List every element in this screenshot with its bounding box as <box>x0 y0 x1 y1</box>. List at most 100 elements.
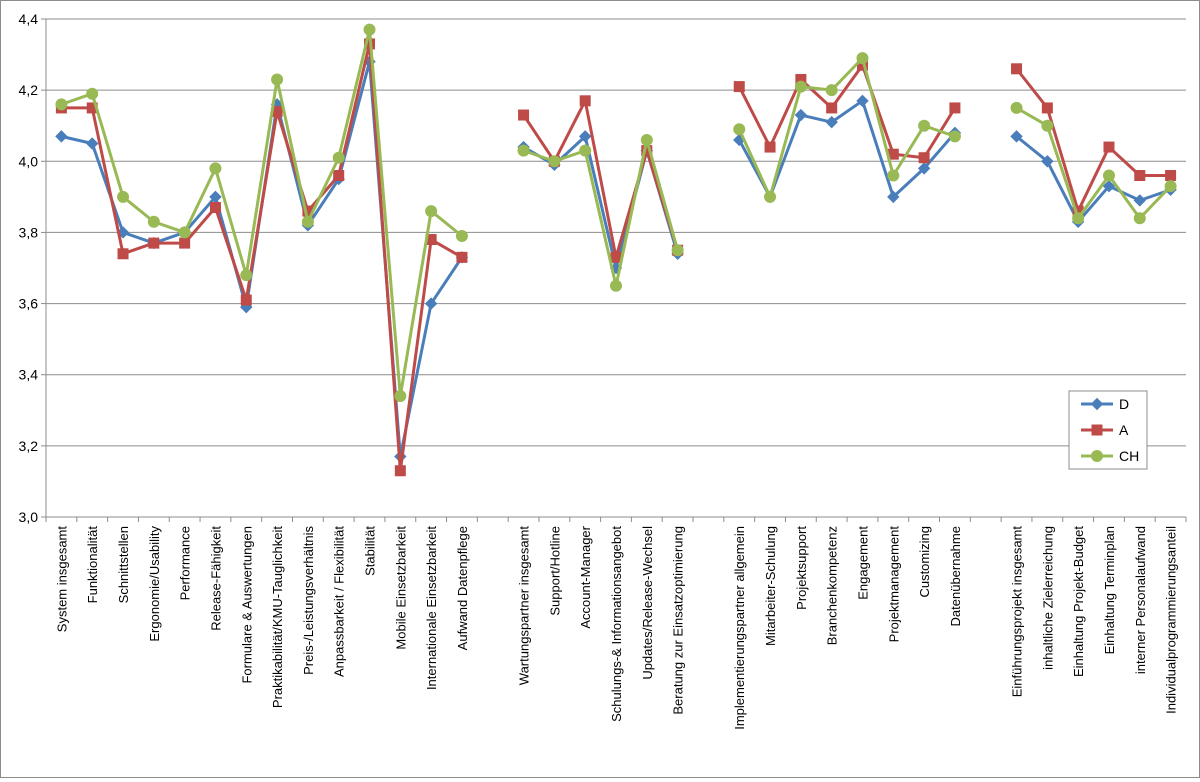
data-point <box>917 162 931 175</box>
y-tick-label: 3,8 <box>19 224 39 240</box>
x-tick-label: Praktikabilität/KMU-Tauglichkeit <box>270 526 285 708</box>
legend-label: D <box>1119 396 1129 412</box>
series-line <box>1015 106 1172 220</box>
data-point <box>949 102 961 114</box>
x-tick-label: Einführungsprojekt insgesamt <box>1010 526 1025 698</box>
data-point <box>579 95 591 107</box>
data-point <box>671 244 684 257</box>
data-point <box>825 115 838 129</box>
data-point <box>794 80 807 93</box>
data-point <box>1134 170 1146 182</box>
x-tick-label: System insgesamt <box>54 526 69 633</box>
x-tick-label: Account-Manager <box>578 525 593 628</box>
x-tick-label: Updates/Release-Wechsel <box>640 526 655 680</box>
data-point <box>1165 170 1177 182</box>
x-tick-label: Individualprogrammierungsanteil <box>1164 526 1179 714</box>
series-line <box>60 28 463 398</box>
data-point <box>1133 212 1146 225</box>
y-tick-label: 3,2 <box>19 438 39 454</box>
series-ch <box>55 23 1177 403</box>
x-tick-label: Formulare & Auswertungen <box>239 526 254 684</box>
data-point <box>86 87 99 100</box>
data-point <box>240 294 252 306</box>
x-tick-label: Schnittstellen <box>116 526 131 603</box>
data-point <box>117 248 129 260</box>
data-point <box>640 133 653 146</box>
data-point <box>363 23 376 36</box>
x-tick-label: Beratung zur Einsatzoptimierung <box>671 526 686 715</box>
x-tick-label: Preis-/Leistungsverhältnis <box>301 526 316 675</box>
data-point <box>1041 119 1054 132</box>
data-point <box>178 226 191 239</box>
series-line <box>737 56 956 199</box>
x-tick-label: Datenübernahme <box>948 526 963 626</box>
data-point <box>764 190 777 203</box>
data-point <box>240 269 253 282</box>
x-tick-label: Aufwand Datenpflege <box>455 526 470 650</box>
data-point <box>394 390 407 403</box>
x-tick-label: Stabilität <box>363 526 378 576</box>
data-point <box>394 465 406 477</box>
data-point <box>610 251 622 263</box>
data-point <box>794 108 808 122</box>
x-tick-label: Mobile Einsetzbarkeit <box>393 526 408 650</box>
data-point <box>425 205 438 218</box>
data-point <box>332 151 345 164</box>
x-tick-label: Einhaltung Terminplan <box>1102 526 1117 654</box>
data-point <box>147 215 160 228</box>
x-tick-label: Support/Hotline <box>547 526 562 616</box>
data-point <box>825 84 838 97</box>
x-tick-label: Schulungs-& Informationsangebot <box>609 526 624 722</box>
data-point <box>424 297 438 310</box>
y-tick-label: 3,6 <box>19 296 39 312</box>
series-a <box>55 38 1177 477</box>
data-point <box>333 170 345 182</box>
data-point <box>301 215 314 228</box>
x-tick-label: interner Personalaufwand <box>1133 526 1148 674</box>
x-tick-label: Anpassbarkeit / Flexibilität <box>332 526 347 677</box>
data-point <box>1164 180 1177 193</box>
data-point <box>86 137 99 150</box>
axis-layer: 3,0 3,2 3,4 3,6 3,8 4,0 4,2 4,4 System insgesamt… <box>19 11 1187 730</box>
data-point <box>517 144 530 157</box>
series-line <box>1015 135 1172 224</box>
data-point <box>887 169 900 182</box>
data-point <box>1103 141 1115 153</box>
data-point <box>733 123 746 136</box>
legend-label: A <box>1119 422 1129 438</box>
data-point <box>856 52 869 65</box>
data-point <box>1041 155 1054 168</box>
data-point <box>209 202 221 214</box>
data-point <box>856 94 869 108</box>
x-tick-label: Performance <box>178 526 193 600</box>
y-tick-label: 3,4 <box>19 367 39 383</box>
x-tick-label: Release-Fähigkeit <box>208 526 223 631</box>
data-point <box>764 141 776 153</box>
data-point <box>55 98 68 111</box>
data-point <box>548 155 561 168</box>
data-point <box>1010 101 1023 114</box>
x-tick-label: Einhaltung Projekt-Budget <box>1071 526 1086 677</box>
legend-marker <box>1091 450 1103 462</box>
data-point <box>826 102 838 114</box>
grid-layer <box>46 18 1186 518</box>
y-tick-label: 4,2 <box>19 82 39 98</box>
data-point <box>918 119 931 132</box>
y-tick-label: 4,4 <box>19 11 39 27</box>
x-tick-label: Projektsupport <box>794 526 809 610</box>
data-point <box>518 109 530 121</box>
x-tick-label: Mitarbeiter-Schulung <box>763 526 778 646</box>
data-point <box>1102 179 1116 193</box>
x-tick-label: Internationale Einsetzbarkeit <box>424 526 439 690</box>
data-point <box>455 229 468 242</box>
data-point <box>733 81 745 93</box>
y-tick-label: 3,0 <box>19 509 39 525</box>
x-tick-label: Wartungspartner insgesamt <box>517 526 532 686</box>
data-point <box>918 152 930 164</box>
data-point <box>148 237 160 249</box>
data-point <box>948 130 961 143</box>
data-point <box>117 190 130 203</box>
x-tick-label: inhaltliche Zielerreichung <box>1040 526 1055 670</box>
